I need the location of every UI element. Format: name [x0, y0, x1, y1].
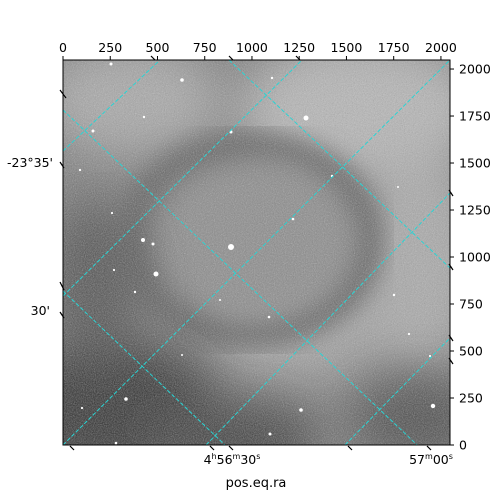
ra-tick-label-2: 57m00s: [409, 452, 453, 467]
dec-tick-label-1: -23°35': [7, 155, 53, 170]
grid-line-dec-4: [205, 192, 450, 445]
right-pixel-axis: 0 250 500 750 1000 1250 1500 1750 2000: [450, 62, 491, 453]
grid-line-ra-3: [63, 290, 226, 445]
top-tick-label: 0: [59, 40, 67, 55]
stars: [78, 62, 436, 445]
right-tick-label: 0: [459, 438, 467, 453]
top-tick-label: 750: [193, 40, 217, 55]
x-axis-label: pos.eq.ra: [226, 476, 287, 491]
right-tick-label: 750: [459, 297, 483, 312]
sky-image: [63, 60, 450, 445]
top-tick-label: 1250: [283, 40, 315, 55]
top-tick-label: 1500: [331, 40, 363, 55]
right-tick-label: 2000: [459, 62, 491, 77]
grid-line-dec-3: [63, 60, 450, 445]
dec-tick-label-2: 30': [31, 303, 50, 318]
grid-line-dec-5: [344, 337, 450, 445]
right-tick-label: 1500: [459, 156, 491, 171]
world-tick-marks: [59, 55, 454, 451]
right-tick-label: 500: [459, 344, 483, 359]
plot-frame: [62, 59, 451, 446]
grid-line-ra-1: [63, 109, 418, 445]
right-tick-label: 250: [459, 391, 483, 406]
top-tick-label: 1000: [236, 40, 268, 55]
top-tick-label: 500: [146, 40, 170, 55]
ra-tick-label-1: 4h56m30s: [204, 452, 261, 467]
right-tick-label: 1000: [459, 250, 491, 265]
top-tick-label: 2000: [425, 40, 457, 55]
right-tick-label: 1750: [459, 109, 491, 124]
world-coordinate-grid: [63, 60, 450, 445]
top-tick-label: 250: [98, 40, 122, 55]
right-tick-label: 1250: [459, 203, 491, 218]
grid-line-dec-1: [63, 60, 161, 152]
grid-line-dec-2: [63, 60, 303, 297]
top-tick-label: 1750: [378, 40, 410, 55]
grid-line-ra-2: [228, 60, 450, 269]
top-pixel-axis: 0 250 500 750 1000 1250 1500 1750 2000: [59, 40, 457, 60]
